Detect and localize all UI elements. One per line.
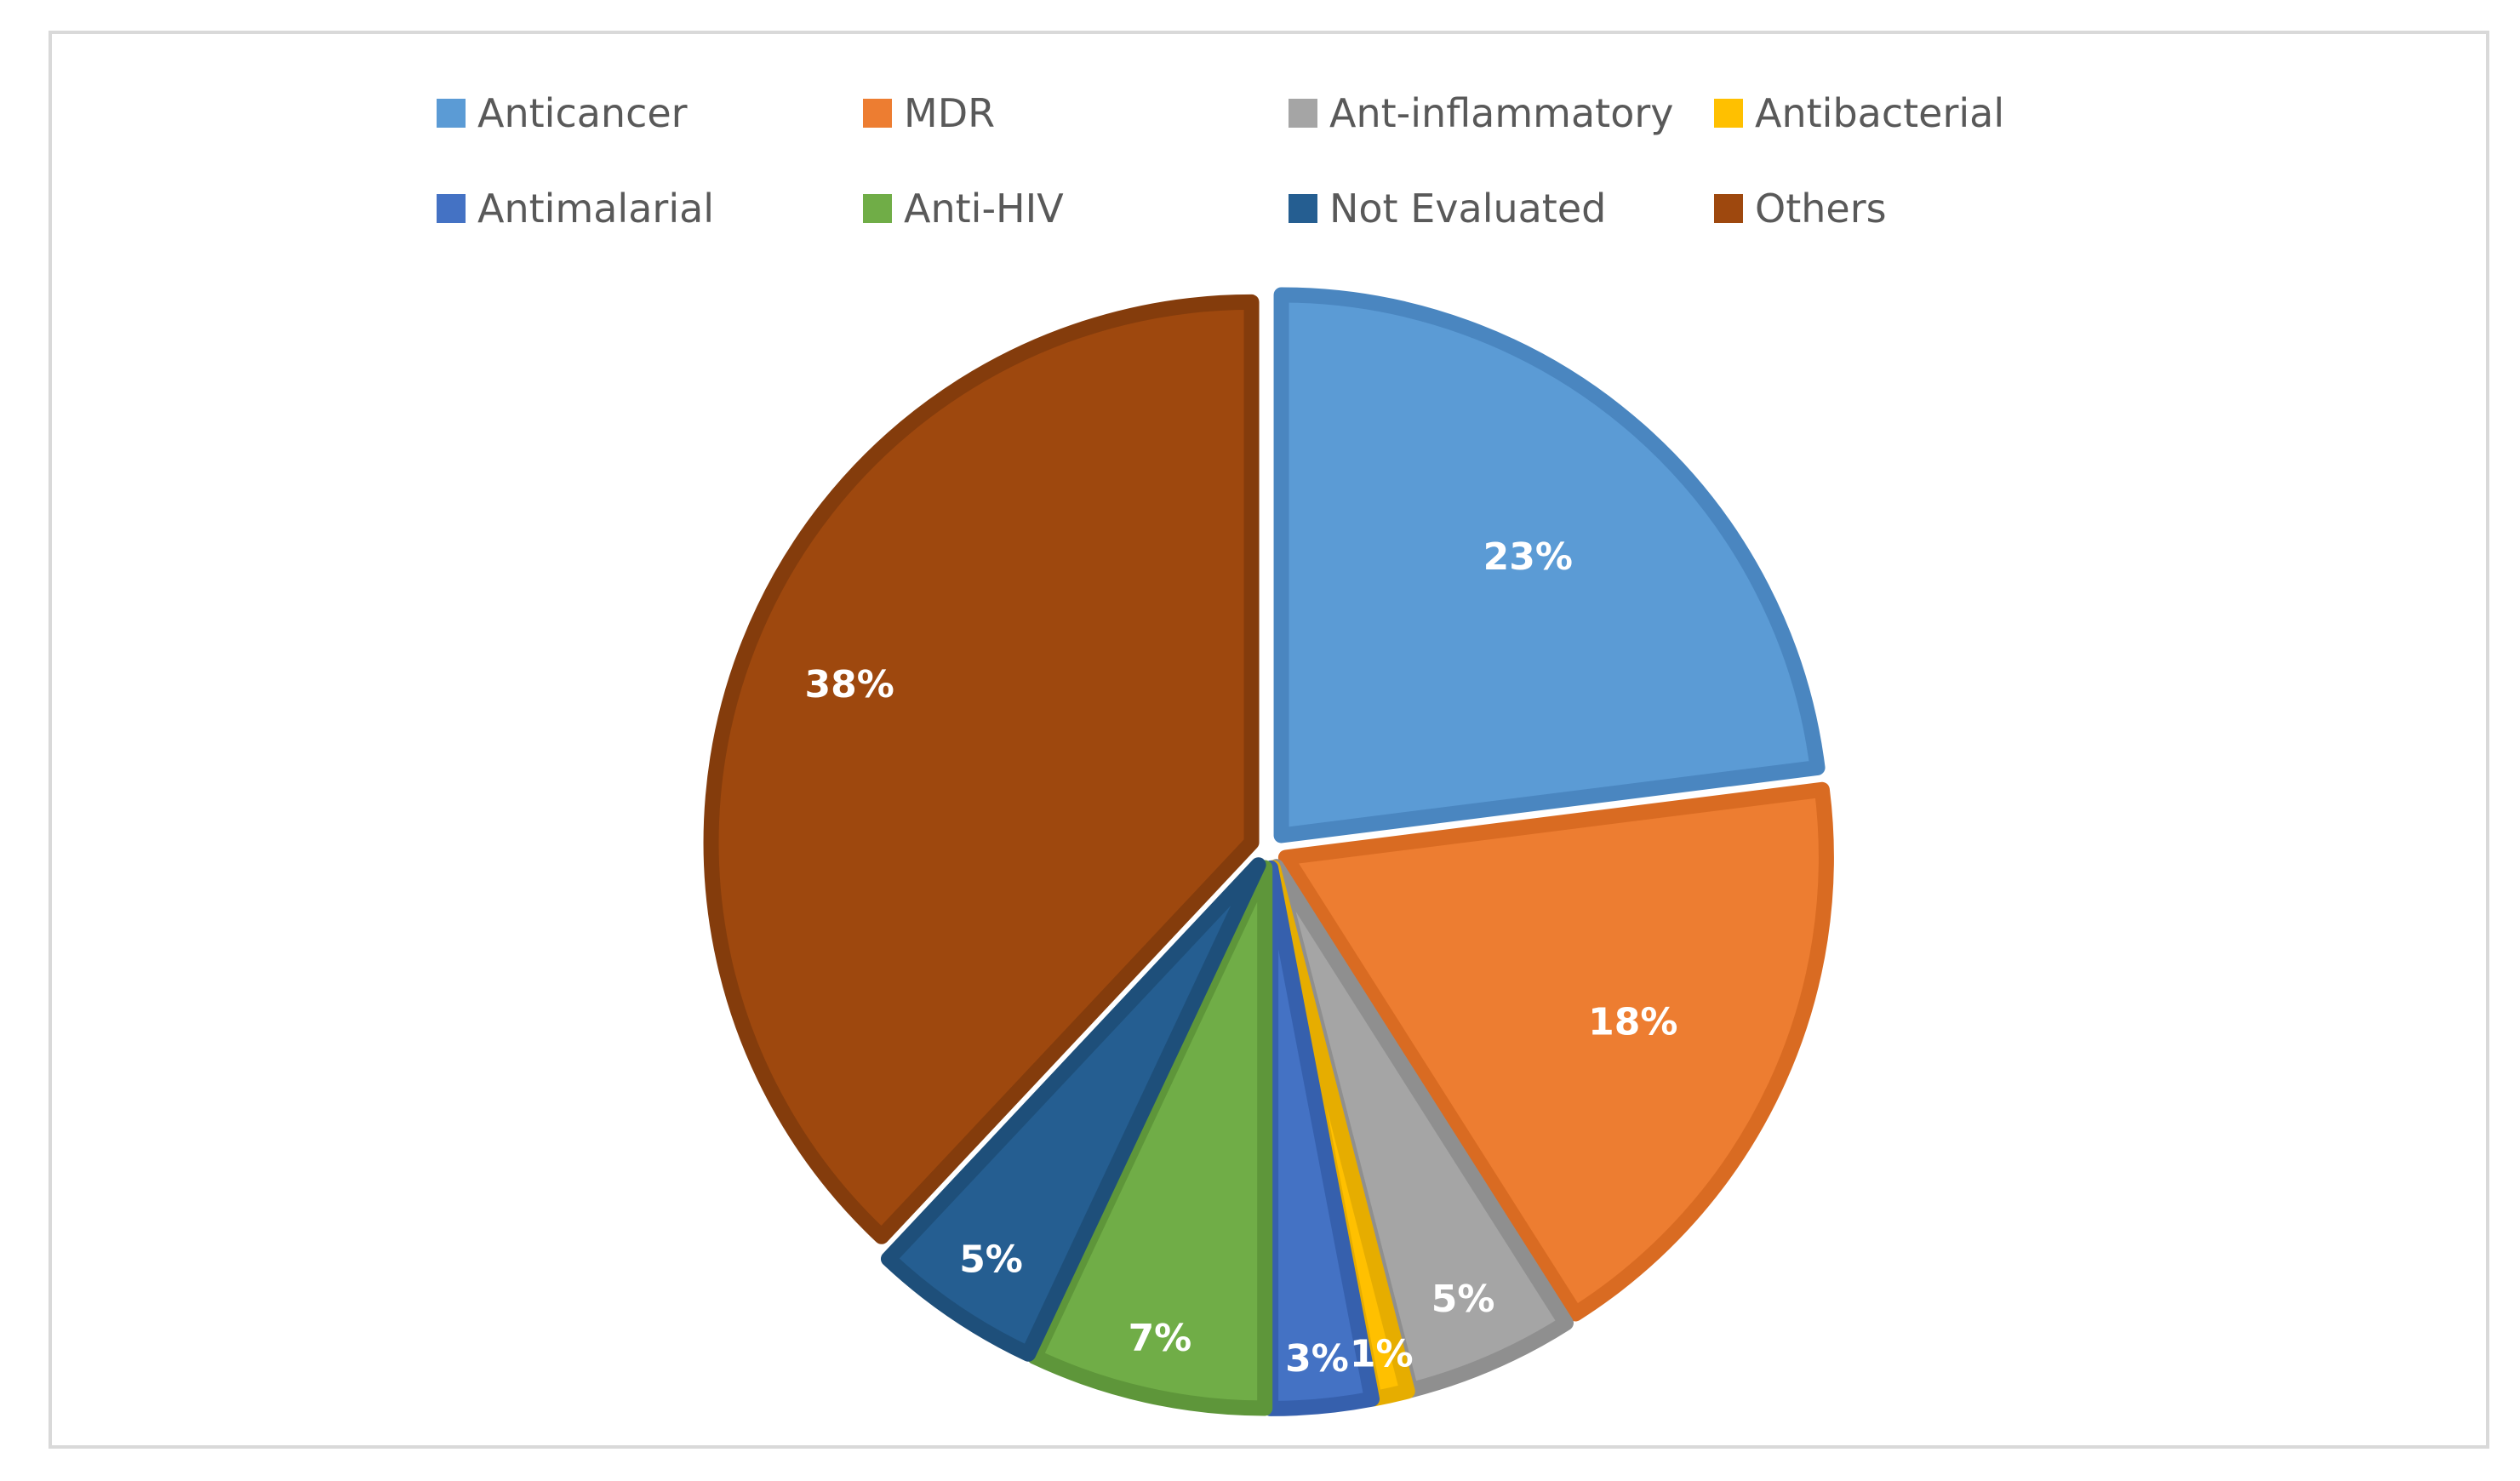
data-label-mdr: 18% [1588, 1000, 1677, 1044]
legend-swatch-antibacterial [1714, 99, 1743, 128]
legend-label-antibacterial: Antibacterial [1755, 90, 2004, 136]
data-labels: 23% 18% 5% 1%3% 7% 5% 38% [805, 535, 1678, 1381]
pie-slices [703, 287, 1834, 1416]
legend-swatch-not-evaluated [1289, 194, 1317, 223]
legend-label-others: Others [1755, 186, 1887, 232]
legend-swatch-ant-inflammatory [1289, 99, 1317, 128]
data-label-antimalarial: 3% [1285, 1337, 1349, 1381]
data-label-not-evaluated: 5% [959, 1238, 1023, 1281]
legend-label-not-evaluated: Not Evaluated [1329, 186, 1606, 232]
data-label-anti-hiv: 7% [1129, 1317, 1192, 1360]
legend-label-anticancer: Anticancer [477, 90, 688, 136]
legend-swatch-anticancer [437, 99, 466, 128]
legend-swatch-anti-hiv [863, 194, 892, 223]
pie-slice-mdr [1277, 781, 1834, 1322]
pie-slice-others [703, 294, 1260, 1244]
legend-label-ant-inflammatory: Ant-inflammatory [1329, 90, 1673, 136]
pie-slice-not-evaluated [880, 857, 1266, 1362]
pie-slice-anticancer [1273, 287, 1826, 843]
pie-slice-anti-hiv [1026, 860, 1273, 1416]
legend-label-antimalarial: Antimalarial [477, 186, 714, 232]
pie-slice-ant-inflammatory [1268, 859, 1574, 1398]
legend-label-mdr: MDR [904, 90, 995, 136]
data-label-others: 38% [805, 663, 894, 706]
data-label-anticancer: 23% [1483, 535, 1573, 579]
data-label-antibacterial: 1% [1350, 1333, 1414, 1376]
legend-swatch-antimalarial [437, 194, 466, 223]
legend-swatch-mdr [863, 99, 892, 128]
legend-label-anti-hiv: Anti-HIV [904, 186, 1064, 232]
chart-legend: Anticancer MDR Ant-inflammatory Antibacteri… [437, 90, 2004, 232]
legend-swatch-others [1714, 194, 1743, 223]
data-label-ant-inflammatory: 5% [1431, 1278, 1495, 1321]
